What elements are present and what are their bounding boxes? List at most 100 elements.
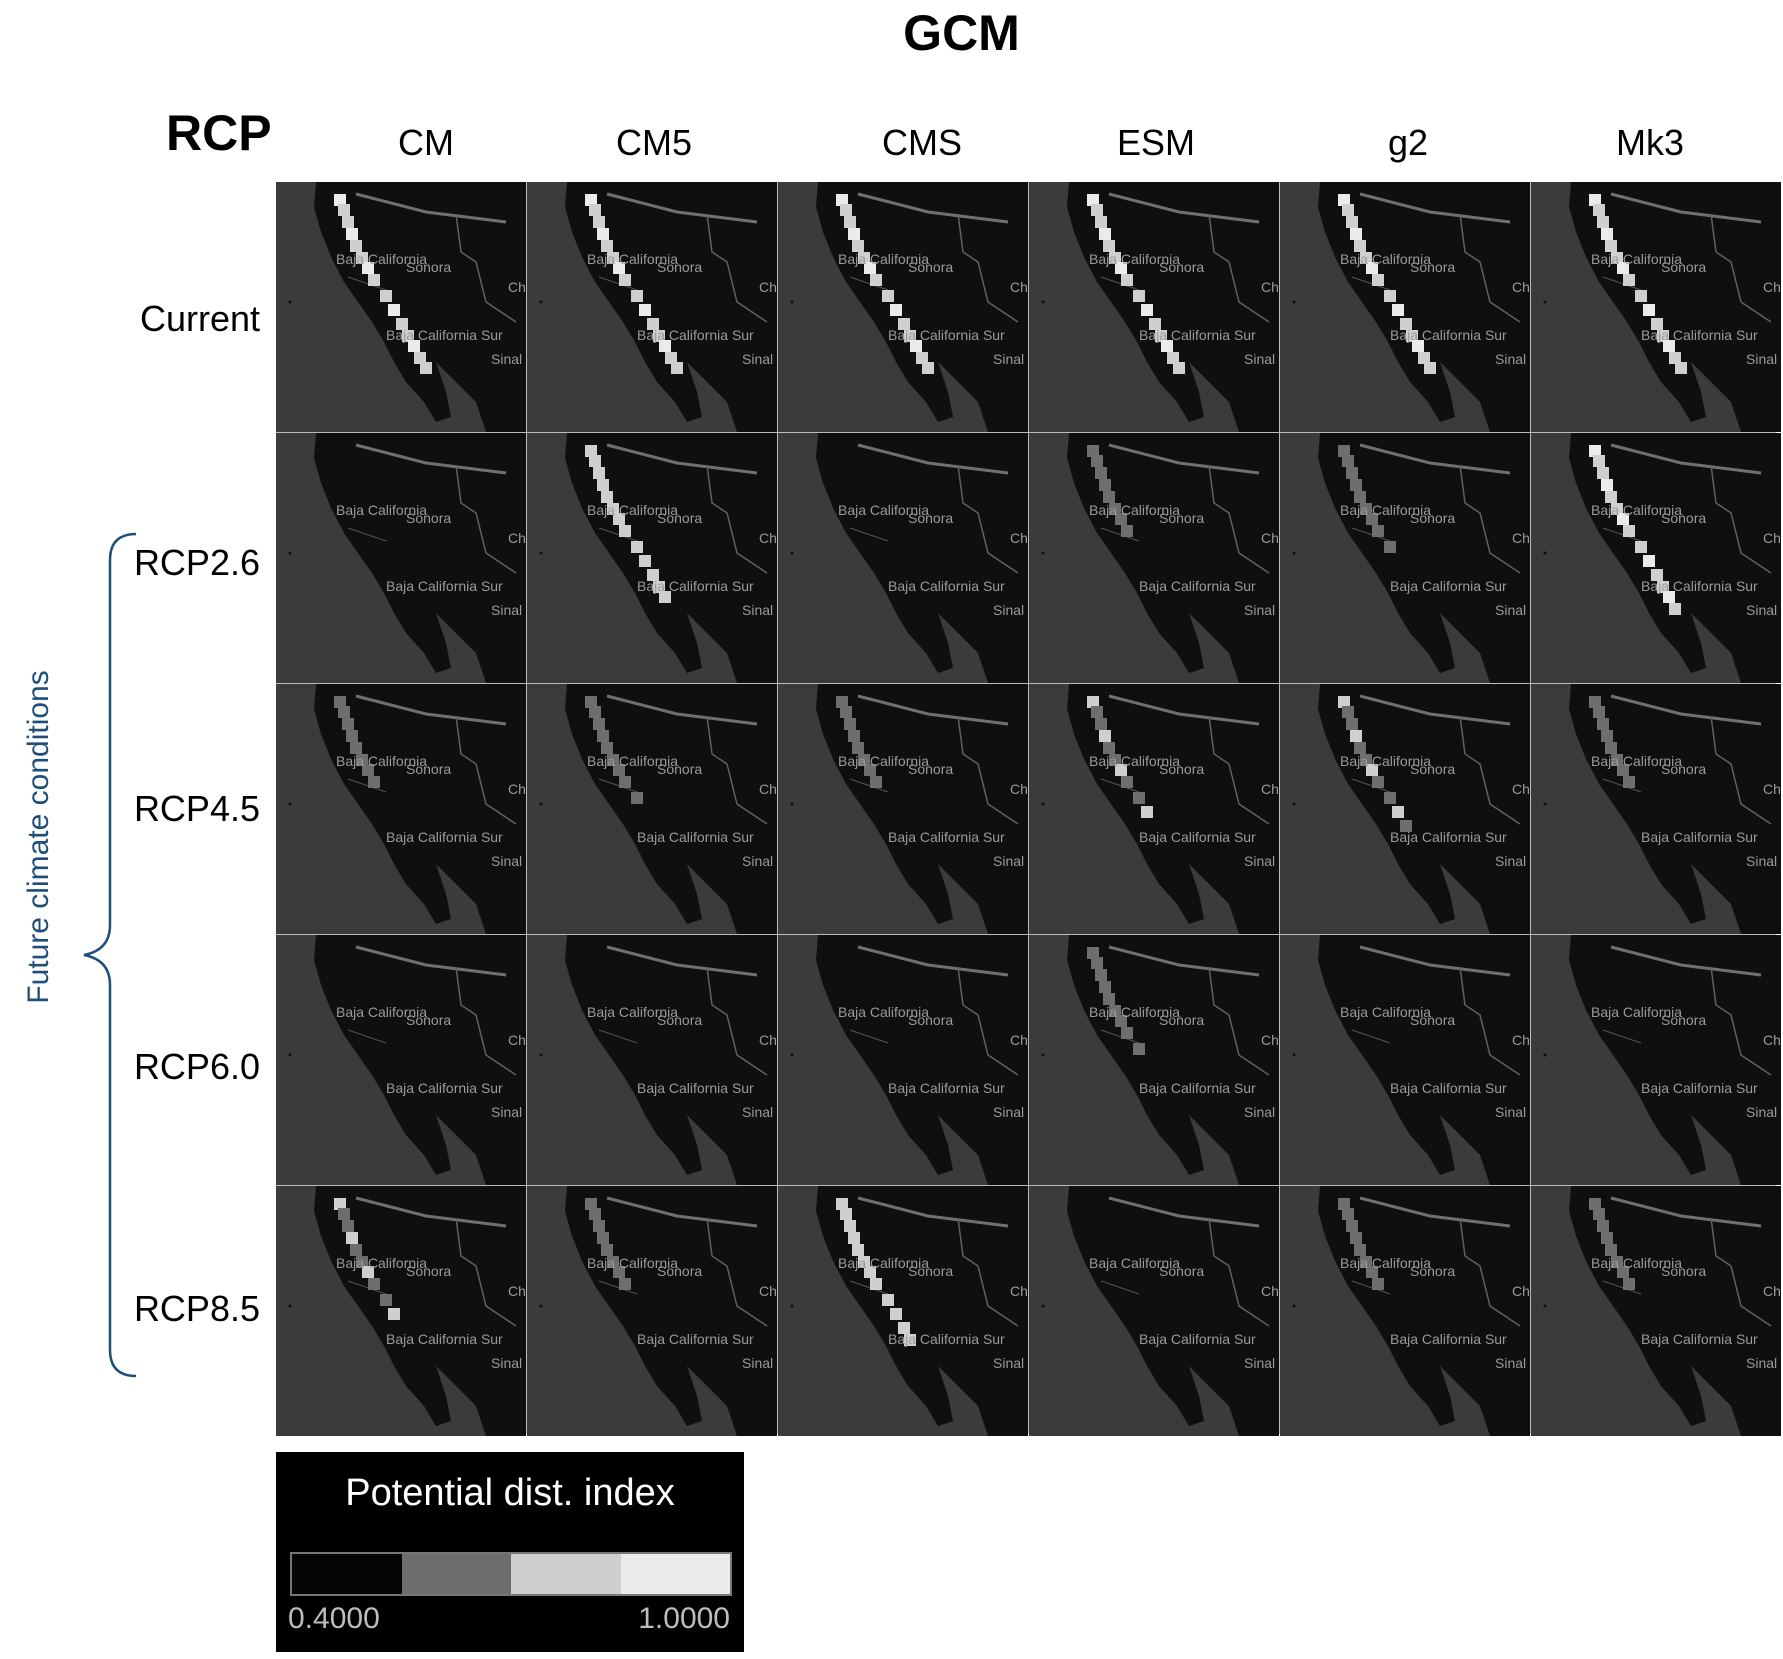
future-climate-label: Future climate conditions: [22, 670, 55, 1004]
map-cell-rcp26-esm: Baja California Sonora Baja California Sur…: [1029, 433, 1279, 683]
map-label-sinaloa: Sinal: [1244, 351, 1275, 367]
map-label-sonora: Sonora: [1410, 761, 1455, 777]
map-label-baja-california: Baja California: [587, 753, 678, 769]
map-label-baja-california-sur: Baja California Sur: [386, 327, 503, 343]
map-label-baja-california: Baja California: [1089, 1255, 1180, 1271]
legend-swatch-1: [401, 1554, 511, 1594]
map-label-sinaloa: Sinal: [1244, 1355, 1275, 1371]
map-cell-rcp60-g2: Baja California Sonora Baja California Sur…: [1280, 935, 1530, 1185]
legend-max-label: 1.0000: [638, 1602, 730, 1635]
map-label-sonora: Sonora: [1159, 259, 1204, 275]
map-cell-rcp45-mk3: Baja California Sonora Baja California Sur…: [1531, 684, 1781, 934]
map-label-baja-california-sur: Baja California Sur: [1641, 327, 1758, 343]
map-label-chihuahua: Ch: [1010, 530, 1028, 546]
map-label-sonora: Sonora: [406, 259, 451, 275]
map-label-sinaloa: Sinal: [1495, 1104, 1526, 1120]
map-label-baja-california-sur: Baja California Sur: [637, 1331, 754, 1347]
map-label-baja-california-sur: Baja California Sur: [1390, 1331, 1507, 1347]
map-label-baja-california: Baja California: [1340, 753, 1431, 769]
map-label-sinaloa: Sinal: [491, 351, 522, 367]
map-label-baja-california: Baja California: [1591, 1004, 1682, 1020]
map-label-sonora: Sonora: [1410, 1263, 1455, 1279]
legend-swatch-3: [620, 1554, 730, 1594]
map-cell-rcp85-cm: Baja California Sonora Baja California Sur…: [276, 1186, 526, 1436]
map-cell-rcp60-cm: Baja California Sonora Baja California Sur…: [276, 935, 526, 1185]
suitability-area: [1589, 194, 1687, 374]
map-cell-rcp26-cm5: Baja California Sonora Baja California Sur…: [527, 433, 777, 683]
map-label-baja-california: Baja California: [838, 1255, 929, 1271]
map-label-chihuahua: Ch: [1010, 781, 1028, 797]
map-label-sinaloa: Sinal: [491, 602, 522, 618]
map-label-baja-california: Baja California: [1591, 502, 1682, 518]
map-label-baja-california-sur: Baja California Sur: [888, 327, 1005, 343]
map-cell-current-cms: Baja California Sonora Baja California Sur…: [778, 182, 1028, 432]
map-label-sonora: Sonora: [406, 510, 451, 526]
map-cell-rcp26-cm: Baja California Sonora Baja California Sur…: [276, 433, 526, 683]
legend-swatch-0: [292, 1554, 402, 1594]
map-label-baja-california: Baja California: [1089, 251, 1180, 267]
suitability-area: [585, 445, 671, 603]
map-label-baja-california: Baja California: [336, 753, 427, 769]
column-label-mk3: Mk3: [1615, 122, 1684, 163]
map-cell-rcp85-esm: Baja California Sonora Baja California Sur…: [1029, 1186, 1279, 1436]
map-label-sonora: Sonora: [657, 1263, 702, 1279]
map-label-baja-california: Baja California: [336, 1004, 427, 1020]
map-cell-current-cm: Baja California Sonora Baja California Sur…: [276, 182, 526, 432]
map-label-baja-california-sur: Baja California Sur: [888, 578, 1005, 594]
map-label-chihuahua: Ch: [1261, 279, 1279, 295]
map-label-sinaloa: Sinal: [993, 853, 1024, 869]
map-cell-rcp60-cm5: Baja California Sonora Baja California Sur…: [527, 935, 777, 1185]
suitability-area: [585, 1198, 631, 1290]
map-label-chihuahua: Ch: [1261, 781, 1279, 797]
map-label-sonora: Sonora: [406, 1012, 451, 1028]
map-label-baja-california-sur: Baja California Sur: [1139, 829, 1256, 845]
map-label-sonora: Sonora: [908, 1263, 953, 1279]
map-label-baja-california-sur: Baja California Sur: [637, 829, 754, 845]
row-label-rcp60: RCP6.0: [133, 1046, 260, 1087]
suitability-area: [1589, 1198, 1635, 1290]
map-label-sonora: Sonora: [657, 761, 702, 777]
map-label-sonora: Sonora: [406, 1263, 451, 1279]
map-label-sonora: Sonora: [1661, 259, 1706, 275]
map-label-chihuahua: Ch: [1261, 1283, 1279, 1299]
map-cell-rcp60-esm: Baja California Sonora Baja California Sur…: [1029, 935, 1279, 1185]
map-label-chihuahua: Ch: [508, 279, 526, 295]
column-label-cms: CMS: [882, 122, 962, 163]
map-label-chihuahua: Ch: [1763, 530, 1781, 546]
map-label-baja-california-sur: Baja California Sur: [1139, 578, 1256, 594]
map-cell-rcp45-cm: Baja California Sonora Baja California Sur…: [276, 684, 526, 934]
map-label-baja-california: Baja California: [587, 1004, 678, 1020]
map-label-chihuahua: Ch: [759, 1032, 777, 1048]
map-label-sinaloa: Sinal: [1244, 1104, 1275, 1120]
map-label-sonora: Sonora: [908, 1012, 953, 1028]
map-label-chihuahua: Ch: [1261, 530, 1279, 546]
map-label-sonora: Sonora: [908, 761, 953, 777]
suitability-area: [334, 1198, 400, 1320]
map-label-chihuahua: Ch: [1763, 781, 1781, 797]
map-cell-rcp85-g2: Baja California Sonora Baja California Sur…: [1280, 1186, 1530, 1436]
map-cell-current-esm: Baja California Sonora Baja California Sur…: [1029, 182, 1279, 432]
map-label-baja-california: Baja California: [1089, 1004, 1180, 1020]
map-label-baja-california-sur: Baja California Sur: [1139, 327, 1256, 343]
map-label-sinaloa: Sinal: [1746, 1355, 1777, 1371]
map-label-chihuahua: Ch: [508, 1283, 526, 1299]
map-label-baja-california-sur: Baja California Sur: [637, 578, 754, 594]
map-cell-rcp45-cms: Baja California Sonora Baja California Sur…: [778, 684, 1028, 934]
column-label-cm: CM: [398, 122, 454, 163]
map-label-chihuahua: Ch: [1512, 1032, 1530, 1048]
legend-min-label: 0.4000: [288, 1602, 380, 1635]
map-label-baja-california: Baja California: [1340, 502, 1431, 518]
map-label-chihuahua: Ch: [1010, 1283, 1028, 1299]
map-label-baja-california: Baja California: [336, 251, 427, 267]
column-label-cm5: CM5: [615, 122, 692, 163]
column-label-g2: g2: [1387, 122, 1429, 163]
map-label-sinaloa: Sinal: [491, 1104, 522, 1120]
map-cell-rcp26-cms: Baja California Sonora Baja California Sur…: [778, 433, 1028, 683]
map-label-baja-california: Baja California: [838, 502, 929, 518]
map-label-chihuahua: Ch: [759, 279, 777, 295]
map-label-baja-california: Baja California: [1591, 1255, 1682, 1271]
suitability-area: [1087, 947, 1145, 1055]
rcp-axis-title: RCP: [166, 105, 272, 161]
map-label-chihuahua: Ch: [759, 1283, 777, 1299]
suitability-area: [585, 194, 683, 374]
